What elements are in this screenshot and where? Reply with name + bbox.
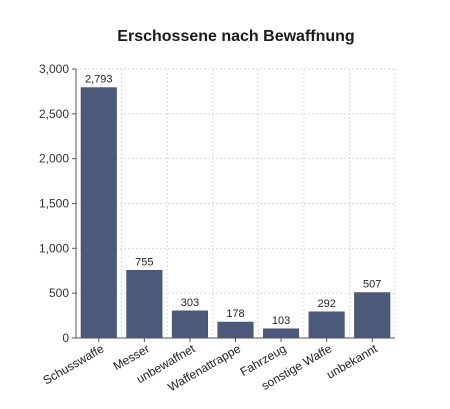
data-label: 178 [226, 308, 244, 320]
grid [76, 68, 396, 338]
x-axis: Schusswaffe MesserunbewaffnetWaffenattrap… [41, 337, 395, 394]
y-tick-label: 3,000 [39, 62, 69, 76]
y-tick-label: 2,500 [39, 107, 69, 121]
y-tick-label: 500 [49, 286, 69, 300]
x-tick-label: unbekannt [324, 341, 380, 381]
chart-title: Erschossene nach Bewaffnung [117, 28, 354, 45]
bar [308, 311, 345, 339]
bar [80, 87, 117, 339]
y-tick-label: 2,000 [39, 152, 69, 166]
bar [171, 310, 208, 339]
data-label: 507 [363, 279, 381, 291]
bar [217, 321, 254, 339]
data-label: 2,793 [85, 74, 113, 86]
data-label: 755 [135, 256, 153, 268]
bars: 2,793 755 303 178 103 292 507 [80, 74, 391, 339]
y-tick-label: 1,000 [39, 241, 69, 255]
y-tick-label: 0 [62, 331, 69, 345]
data-label: 103 [272, 315, 290, 327]
bar [126, 270, 163, 339]
y-tick-label: 1,500 [39, 197, 69, 211]
bar [263, 328, 300, 339]
data-label: 292 [317, 298, 335, 310]
y-axis: 0 500 1,000 1,500 2,000 2,500 3,000 [39, 62, 77, 345]
bar [354, 292, 391, 339]
x-tick-label: Schusswaffe [41, 341, 107, 387]
data-label: 303 [181, 297, 199, 309]
